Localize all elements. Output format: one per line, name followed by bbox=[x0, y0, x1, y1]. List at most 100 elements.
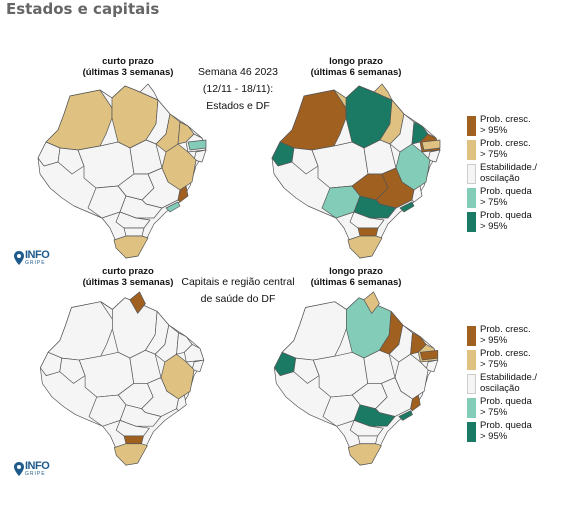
state-pe bbox=[421, 139, 441, 151]
state-mg bbox=[141, 377, 179, 417]
bottom-center-line-1: Capitais e região central bbox=[181, 276, 295, 288]
legend-swatch bbox=[467, 116, 476, 136]
state-sc bbox=[357, 435, 378, 445]
top-center-line-3: Estados e DF bbox=[206, 100, 270, 112]
legend-label: Prob. cresc. > 75% bbox=[480, 138, 531, 160]
infogripe-logo: INFO GRIPE bbox=[14, 249, 50, 266]
legend-item: Prob. queda > 95% bbox=[467, 210, 537, 235]
legend-item: Prob. queda > 95% bbox=[467, 420, 537, 445]
state-al-se bbox=[193, 149, 207, 163]
state-ne-east bbox=[184, 344, 205, 363]
top-long-term-title: longo prazo (últimas 6 semanas) bbox=[300, 56, 412, 78]
state-es bbox=[176, 394, 187, 411]
page-title: Estados e capitais bbox=[6, 0, 160, 18]
state-am bbox=[45, 89, 113, 151]
top-legend: Prob. cresc. > 95% Prob. cresc. > 75% Es… bbox=[467, 114, 538, 235]
top-long-term-subtitle-line: (últimas 6 semanas) bbox=[310, 67, 402, 78]
bottom-short-term-title: curto prazo (últimas 3 semanas) bbox=[72, 266, 184, 288]
legend-item: Prob. cresc. > 75% bbox=[467, 348, 537, 373]
legend-swatch bbox=[467, 326, 476, 346]
bottom-short-term-title-line: curto prazo bbox=[102, 266, 154, 277]
infogripe-logo: INFO GRIPE bbox=[14, 460, 50, 477]
logo-main-text: INFO bbox=[25, 249, 50, 261]
capital-macapa bbox=[129, 291, 146, 314]
state-ro bbox=[57, 147, 85, 175]
state-es bbox=[411, 185, 423, 203]
state-rj bbox=[165, 201, 181, 213]
legend-swatch bbox=[467, 140, 476, 160]
legend-item: Prob. queda > 75% bbox=[467, 396, 537, 421]
top-center-line-2: (12/11 - 18/11): bbox=[202, 83, 274, 95]
state-ro bbox=[291, 147, 319, 175]
legend-item: Prob. queda > 75% bbox=[467, 186, 537, 211]
top-long-term-title-line: longo prazo bbox=[329, 56, 383, 67]
legend-item: Prob. cresc. > 75% bbox=[467, 138, 537, 163]
legend-item: Estabilidade./ oscilação bbox=[467, 162, 538, 187]
state-mg bbox=[375, 377, 413, 417]
logo-sub-text: GRIPE bbox=[25, 471, 46, 477]
state-rs bbox=[347, 443, 382, 466]
bottom-center-label: Capitais e região central de saúde do DF bbox=[176, 274, 300, 308]
state-ap bbox=[373, 83, 393, 101]
legend-label: Prob. cresc. > 75% bbox=[480, 348, 531, 370]
legend-label: Prob. cresc. > 95% bbox=[480, 324, 531, 346]
state-pe bbox=[187, 139, 207, 151]
top-short-term-title: curto prazo (últimas 3 semanas) bbox=[72, 56, 184, 78]
state-ro bbox=[293, 357, 320, 384]
legend-item: Prob. cresc. > 95% bbox=[467, 114, 537, 139]
legend-label: Estabilidade./ oscilação bbox=[480, 162, 538, 184]
logo-main-text: INFO bbox=[25, 460, 50, 472]
legend-label: Prob. queda > 75% bbox=[480, 396, 532, 418]
legend-label: Prob. cresc. > 95% bbox=[480, 114, 531, 136]
location-pin-icon bbox=[14, 251, 24, 265]
legend-swatch bbox=[467, 350, 476, 370]
state-es bbox=[177, 185, 189, 203]
state-al-se bbox=[427, 149, 441, 163]
state-sc bbox=[123, 227, 145, 237]
state-sc bbox=[123, 435, 144, 445]
state-rj bbox=[399, 201, 415, 213]
top-center-line-1: Semana 46 2023 bbox=[198, 66, 278, 78]
legend-swatch bbox=[467, 212, 476, 232]
legend-item: Prob. cresc. > 95% bbox=[467, 324, 537, 349]
legend-label: Prob. queda > 95% bbox=[480, 420, 532, 442]
state-rs bbox=[113, 443, 148, 466]
state-al-se bbox=[191, 359, 205, 373]
top-short-term-subtitle-line: (últimas 3 semanas) bbox=[82, 67, 174, 78]
state-ap bbox=[139, 83, 159, 101]
top-short-term-map bbox=[37, 83, 207, 259]
location-pin-icon bbox=[14, 462, 24, 476]
state-am bbox=[279, 89, 347, 151]
bottom-long-term-subtitle-line: (últimas 6 semanas) bbox=[310, 277, 402, 288]
legend-swatch bbox=[467, 422, 476, 442]
bottom-short-term-subtitle-line: (últimas 3 semanas) bbox=[82, 277, 174, 288]
bottom-legend: Prob. cresc. > 95% Prob. cresc. > 75% Es… bbox=[467, 324, 538, 445]
bottom-long-term-title: longo prazo (últimas 6 semanas) bbox=[300, 266, 412, 288]
state-rs bbox=[347, 235, 383, 259]
legend-swatch bbox=[467, 164, 476, 184]
bottom-center-line-2: de saúde do DF bbox=[200, 293, 276, 305]
top-center-label: Semana 46 2023 (12/11 - 18/11): Estados … bbox=[186, 64, 290, 115]
legend-swatch bbox=[467, 188, 476, 208]
top-long-term-map bbox=[271, 83, 441, 259]
state-pe bbox=[419, 349, 439, 361]
state-am bbox=[47, 301, 113, 361]
bottom-long-term-title-line: longo prazo bbox=[329, 266, 383, 277]
state-am bbox=[281, 301, 347, 361]
state-mg bbox=[141, 167, 181, 209]
legend-label: Prob. queda > 95% bbox=[480, 210, 532, 232]
legend-label: Estabilidade./ oscilação bbox=[480, 372, 538, 394]
state-es bbox=[410, 394, 421, 411]
top-short-term-title-line: curto prazo bbox=[102, 56, 154, 67]
legend-swatch bbox=[467, 374, 476, 394]
state-sc bbox=[357, 227, 379, 237]
logo-sub-text: GRIPE bbox=[25, 260, 46, 266]
state-rj bbox=[398, 410, 413, 421]
state-al-se bbox=[425, 359, 439, 373]
legend-item: Estabilidade./ oscilação bbox=[467, 372, 538, 397]
bottom-short-term-map bbox=[40, 291, 205, 466]
legend-label: Prob. queda > 75% bbox=[480, 186, 532, 208]
state-mg bbox=[375, 167, 415, 209]
legend-swatch bbox=[467, 398, 476, 418]
state-rs bbox=[113, 235, 149, 259]
